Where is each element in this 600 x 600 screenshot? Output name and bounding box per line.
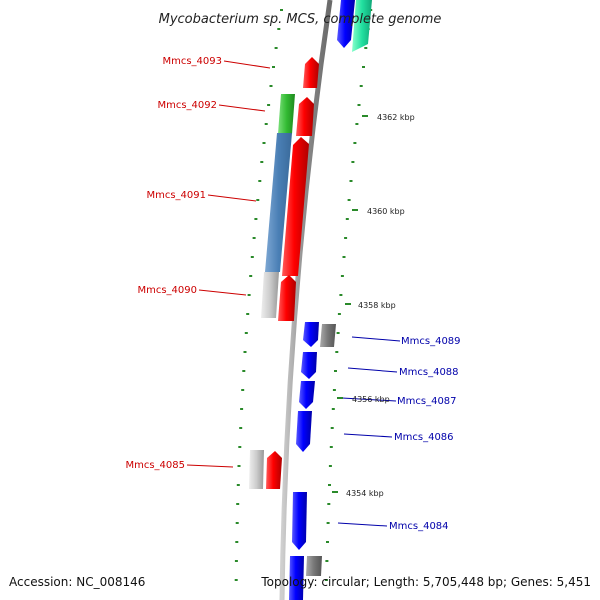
gene-label-mmcs-4089[interactable]: Mmcs_4089	[401, 336, 461, 347]
gene-label-mmcs-4084[interactable]: Mmcs_4084	[389, 521, 449, 532]
gene-box-mmcs-4090-grey[interactable]	[261, 272, 279, 318]
forward-gene-labels: Mmcs_4093 Mmcs_4092 Mmcs_4091 Mmcs_4090 …	[125, 56, 222, 471]
gene-arrow-mmcs-4088[interactable]	[301, 352, 317, 379]
reverse-leader-lines	[337, 336, 401, 527]
gene-label-mmcs-4093[interactable]: Mmcs_4093	[162, 56, 222, 67]
gene-label-mmcs-4092[interactable]: Mmcs_4092	[157, 100, 217, 111]
gene-arrow-mmcs-4093[interactable]	[303, 57, 319, 88]
gene-label-mmcs-4088[interactable]: Mmcs_4088	[399, 367, 459, 378]
gene-box-mmcs-4085-grey[interactable]	[249, 450, 264, 489]
topology-text: Topology: circular; Length: 5,705,448 bp…	[260, 575, 591, 589]
kbp-label-4358: 4358 kbp	[358, 301, 396, 310]
gene-arrow-mmcs-4087[interactable]	[299, 381, 315, 409]
gene-arrow-mmcs-4086[interactable]	[296, 411, 312, 452]
gene-box-mmcs-4092-green[interactable]	[278, 94, 295, 134]
gene-arrow-mmcs-4085[interactable]	[266, 451, 282, 489]
gene-arrow-mmcs-4090[interactable]	[278, 275, 296, 321]
kbp-label-4360: 4360 kbp	[367, 207, 405, 216]
gene-label-mmcs-4091[interactable]: Mmcs_4091	[146, 190, 206, 201]
genome-backbone	[279, 0, 333, 600]
gene-arrow-mmcs-4084[interactable]	[292, 492, 307, 550]
tick-track-outer	[324, 9, 373, 581]
kbp-scale-labels: 4362 kbp 4360 kbp 4358 kbp 4356 kbp 4354…	[332, 113, 415, 498]
gene-label-mmcs-4090[interactable]: Mmcs_4090	[137, 285, 197, 296]
tick-track-inner	[234, 9, 283, 581]
map-title: Mycobacterium sp. MCS, complete genome	[159, 12, 442, 27]
forward-leader-lines	[186, 60, 271, 468]
gene-label-mmcs-4087[interactable]: Mmcs_4087	[397, 396, 457, 407]
gene-label-mmcs-4086[interactable]: Mmcs_4086	[394, 432, 454, 443]
gene-arrow-mmcs-4089[interactable]	[303, 322, 319, 347]
gene-box-bottom-blue[interactable]	[289, 556, 304, 600]
kbp-label-4354: 4354 kbp	[346, 489, 384, 498]
forward-strand-track	[249, 57, 319, 489]
accession-text: Accession: NC_008146	[9, 575, 145, 589]
gene-label-mmcs-4085[interactable]: Mmcs_4085	[125, 460, 185, 471]
gene-arrow-mmcs-4091[interactable]	[282, 137, 309, 276]
gene-box-top-cyan[interactable]	[352, 0, 372, 52]
gene-arrow-top-blue[interactable]	[337, 0, 355, 48]
gene-box-mmcs-4089-grey[interactable]	[320, 324, 336, 347]
kbp-label-4362: 4362 kbp	[377, 113, 415, 122]
kbp-label-4356: 4356 kbp	[352, 395, 390, 404]
gene-box-mmcs-4091-steel[interactable]	[265, 133, 292, 272]
reverse-strand-track	[289, 0, 372, 600]
reverse-gene-labels: Mmcs_4089 Mmcs_4088 Mmcs_4087 Mmcs_4086 …	[389, 336, 461, 532]
gene-arrow-mmcs-4092[interactable]	[296, 97, 314, 136]
gene-box-bottom-grey[interactable]	[306, 556, 322, 576]
